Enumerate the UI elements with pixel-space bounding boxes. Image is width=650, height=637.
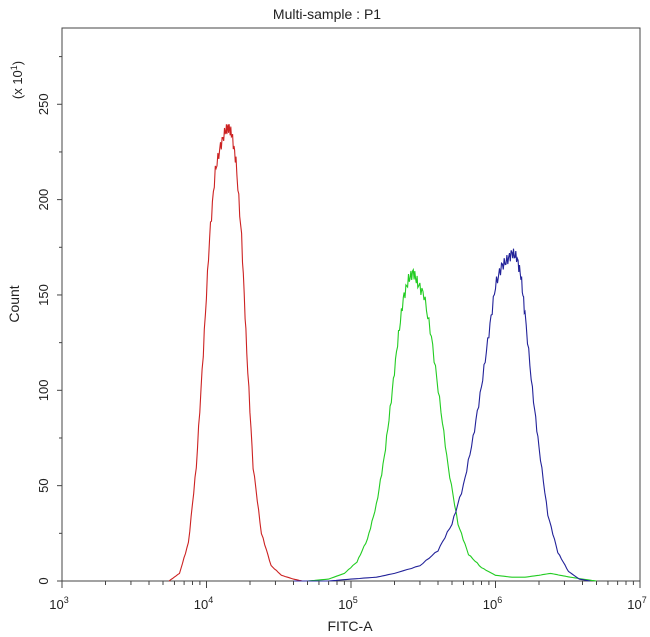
x-tick-label: 103	[49, 595, 68, 612]
y-axis-multiplier: (x 101)	[9, 61, 25, 99]
histogram-series-3	[293, 248, 590, 582]
y-tick-label: 50	[36, 478, 51, 492]
x-axis-label: FITC-A	[327, 618, 373, 634]
plot-frame	[61, 27, 641, 582]
x-tick-label: 107	[627, 595, 646, 612]
y-axis: 0 50 100 150 200 250	[36, 56, 62, 585]
x-axis: 103 104 105 106 107	[49, 581, 647, 612]
x-tick-label: 104	[194, 595, 213, 612]
y-tick-label: 250	[36, 93, 51, 115]
y-tick-label: 150	[36, 284, 51, 306]
histogram-series-2	[307, 267, 597, 582]
y-axis-label: Count	[6, 285, 22, 322]
chart-title: Multi-sample : P1	[273, 6, 381, 22]
histogram-series-layer	[168, 124, 597, 582]
x-tick-label: 106	[483, 595, 502, 612]
x-tick-label: 105	[338, 595, 357, 612]
histogram-series-1	[168, 124, 303, 582]
y-tick-label: 0	[36, 577, 51, 584]
y-tick-label: 200	[36, 189, 51, 211]
y-tick-label: 100	[36, 379, 51, 401]
